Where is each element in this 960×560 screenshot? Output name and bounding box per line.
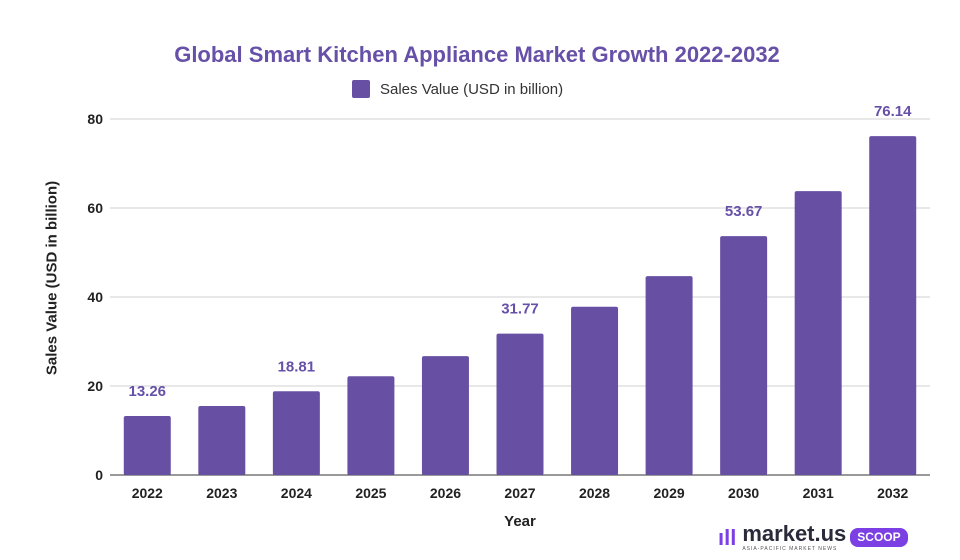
data-label-2022: 13.26 [128, 383, 166, 400]
y-tick-label: 60 [87, 200, 103, 216]
bar-2024 [272, 391, 320, 475]
data-label-2032: 76.14 [874, 103, 912, 120]
y-tick-label: 0 [95, 467, 103, 483]
y-tick-label: 20 [87, 378, 103, 394]
bar-2023 [198, 406, 246, 475]
x-axis-label: Year [504, 513, 536, 530]
bar-2026 [421, 356, 469, 475]
logo-tagline: ASIA-PACIFIC MARKET NEWS [742, 546, 838, 552]
logo-brand: market.us [742, 521, 847, 546]
x-tick-label: 2029 [654, 485, 685, 501]
bar-2022 [123, 415, 171, 475]
x-tick-label: 2022 [132, 485, 163, 501]
x-tick-label: 2025 [355, 485, 386, 501]
y-axis-label: Sales Value (USD in billion) [43, 180, 61, 376]
data-label-2030: 53.67 [725, 203, 763, 220]
x-tick-label: 2031 [803, 485, 834, 501]
y-tick-label: 40 [87, 289, 103, 305]
data-label-2027: 31.77 [501, 301, 539, 318]
x-tick-label: 2032 [877, 485, 908, 501]
x-tick-label: 2024 [281, 485, 312, 501]
y-tick-label: 80 [87, 111, 103, 127]
legend: Sales Value (USD in billion) [352, 80, 563, 98]
bar-2032 [869, 136, 917, 475]
bar-2025 [347, 376, 395, 475]
logo-badge: SCOOP [850, 528, 908, 547]
x-tick-label: 2027 [504, 485, 535, 501]
bar-2030 [720, 236, 768, 475]
chart-title: Global Smart Kitchen Appliance Market Gr… [174, 42, 780, 67]
legend-swatch [352, 80, 370, 98]
x-tick-label: 2023 [206, 485, 237, 501]
bar-2028 [571, 306, 619, 475]
market-us-logo: ıll market.us ASIA-PACIFIC MARKET NEWS S… [718, 522, 908, 553]
bar-2027 [496, 333, 544, 475]
legend-label: Sales Value (USD in billion) [380, 80, 564, 98]
data-label-2024: 18.81 [278, 358, 316, 375]
logo-icon: ıll [718, 524, 737, 550]
x-tick-label: 2030 [728, 485, 759, 501]
x-tick-label: 2028 [579, 485, 610, 501]
bar-2029 [645, 276, 693, 475]
x-tick-label: 2026 [430, 485, 461, 501]
bar-2031 [794, 191, 842, 475]
